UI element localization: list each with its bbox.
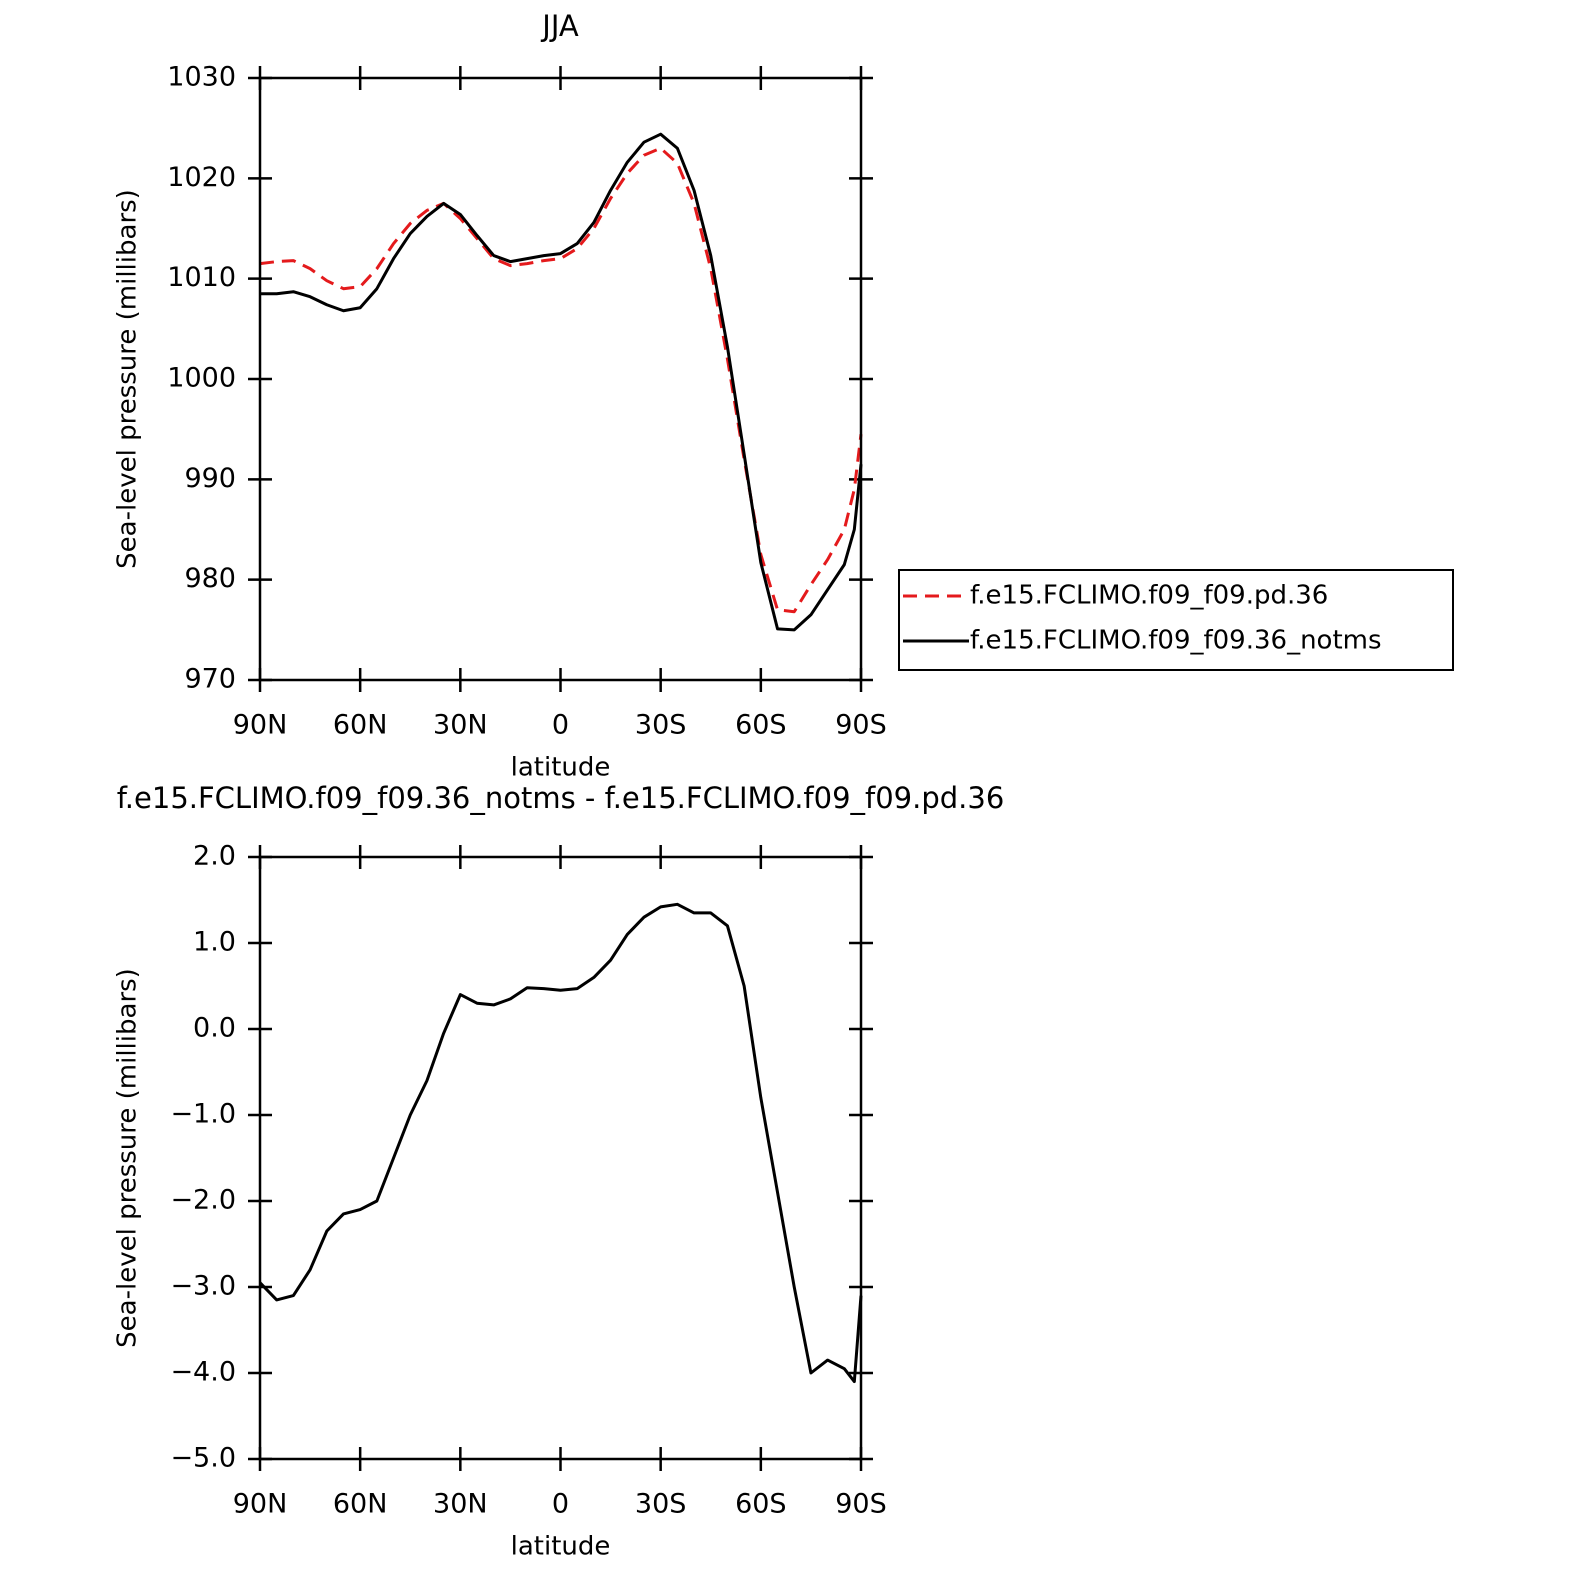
- y-axis-label: Sea-level pressure (millibars): [113, 968, 143, 1348]
- data-line: [258, 902, 863, 1384]
- x-tick-label: 30S: [635, 1489, 687, 1520]
- legend-box: [898, 569, 1454, 671]
- y-tick-label: −2.0: [170, 1185, 236, 1216]
- legend-label: f.e15.FCLIMO.f09_f09.36_notms: [970, 626, 1382, 656]
- data-line: [259, 146, 863, 614]
- y-axis-label: Sea-level pressure (millibars): [113, 189, 143, 569]
- chart-title: f.e15.FCLIMO.f09_f09.36_notms - f.e15.FC…: [117, 781, 1005, 815]
- x-tick-label: 90N: [233, 1489, 288, 1520]
- legend-label: f.e15.FCLIMO.f09_f09.pd.36: [970, 581, 1328, 611]
- y-tick-label: 1030: [167, 62, 236, 93]
- y-tick-label: 990: [184, 463, 236, 494]
- x-tick-label: 30N: [433, 1489, 488, 1520]
- plot-frame: [258, 76, 863, 682]
- y-tick-label: 970: [184, 664, 236, 695]
- y-tick-label: 1010: [167, 262, 236, 293]
- x-tick-label: 90S: [835, 1489, 887, 1520]
- y-tick-label: 0.0: [193, 1013, 236, 1044]
- data-line: [260, 132, 863, 632]
- y-tick-label: 1020: [167, 162, 236, 193]
- x-tick-label: 90N: [233, 710, 288, 741]
- x-tick-label: 30N: [433, 710, 488, 741]
- y-tick-label: −5.0: [170, 1443, 236, 1474]
- x-axis-label: latitude: [511, 1532, 611, 1562]
- x-tick-label: 0: [552, 710, 569, 741]
- y-tick-label: −1.0: [170, 1099, 236, 1130]
- plot-frame: [258, 855, 863, 1461]
- x-tick-label: 90S: [835, 710, 887, 741]
- y-tick-label: 1000: [167, 363, 236, 394]
- y-tick-label: −3.0: [170, 1271, 236, 1302]
- x-tick-label: 60N: [333, 1489, 388, 1520]
- chart-title: JJA: [540, 9, 579, 43]
- x-tick-label: 60N: [333, 710, 388, 741]
- y-tick-label: −4.0: [170, 1357, 236, 1388]
- x-tick-label: 30S: [635, 710, 687, 741]
- x-tick-label: 60S: [735, 710, 787, 741]
- x-tick-label: 0: [552, 1489, 569, 1520]
- x-tick-label: 60S: [735, 1489, 787, 1520]
- y-tick-label: 1.0: [193, 927, 236, 958]
- x-axis-label: latitude: [511, 753, 611, 783]
- y-tick-label: 980: [184, 563, 236, 594]
- y-tick-label: 2.0: [193, 841, 236, 872]
